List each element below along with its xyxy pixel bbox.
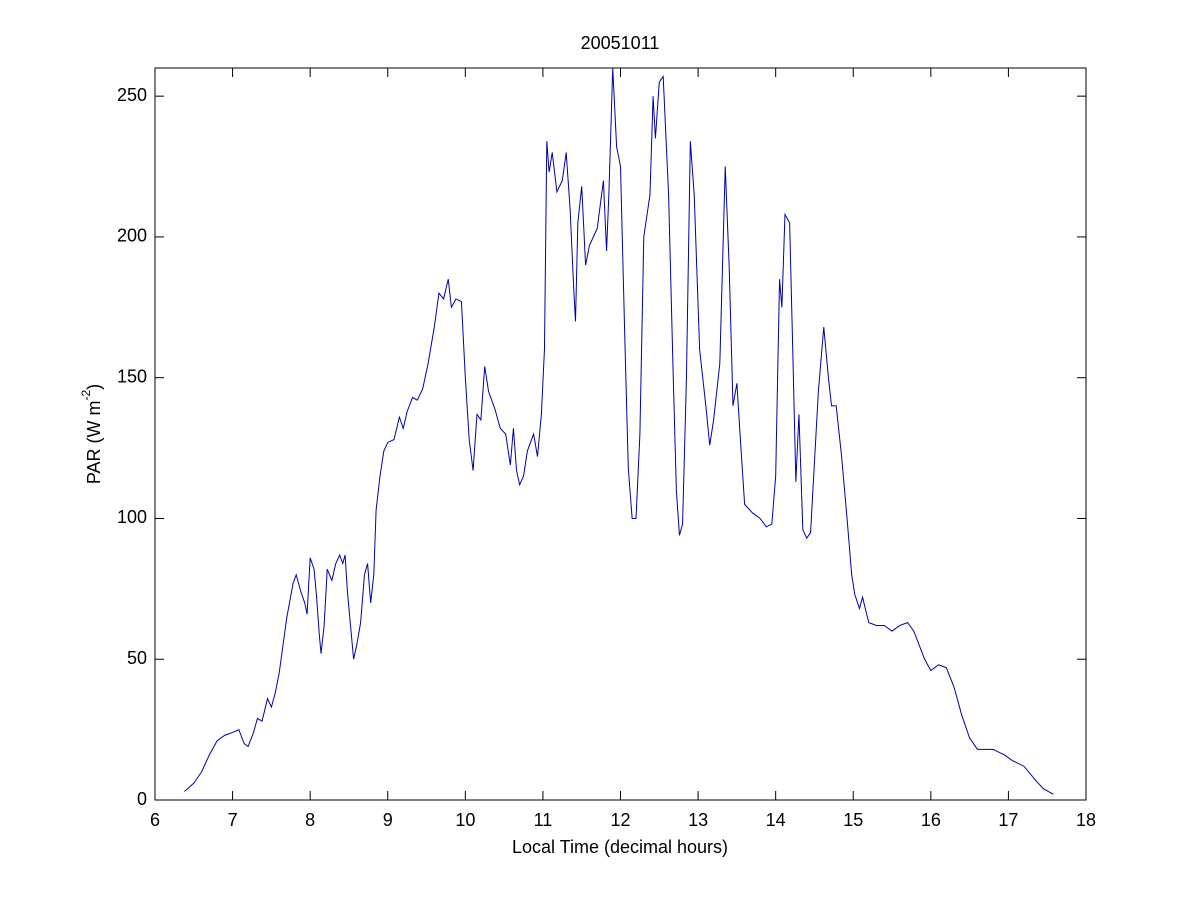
x-tick-label: 14	[766, 810, 786, 830]
x-tick-label: 11	[534, 810, 553, 830]
y-tick-label: 200	[117, 226, 147, 246]
x-tick-label: 9	[383, 810, 393, 830]
x-axis-label: Local Time (decimal hours)	[512, 837, 728, 857]
x-tick-label: 8	[305, 810, 315, 830]
y-axis-label: PAR (W m-2)	[79, 384, 104, 484]
x-tick-label: 15	[843, 810, 863, 830]
y-tick-label: 0	[137, 789, 147, 809]
chart-title: 20051011	[581, 33, 660, 53]
y-axis-label-sup: -2	[79, 390, 93, 401]
x-tick-label: 16	[921, 810, 941, 830]
y-tick-label: 250	[117, 85, 147, 105]
plot-area	[154, 67, 1087, 801]
y-tick-label: 100	[117, 507, 147, 527]
y-tick-label: 150	[117, 366, 147, 386]
x-tick-label: 10	[455, 810, 475, 830]
x-tick-label: 6	[150, 810, 160, 830]
y-axis-label-text: PAR (W m	[84, 401, 104, 485]
data-line	[184, 67, 1054, 795]
x-tick-label: 12	[610, 810, 630, 830]
x-tick-label: 17	[998, 810, 1018, 830]
y-tick-label: 50	[127, 648, 147, 668]
x-tick-label: 18	[1076, 810, 1096, 830]
y-axis-label-text: )	[84, 384, 104, 390]
x-tick-label: 13	[688, 810, 708, 830]
x-tick-label: 7	[228, 810, 238, 830]
